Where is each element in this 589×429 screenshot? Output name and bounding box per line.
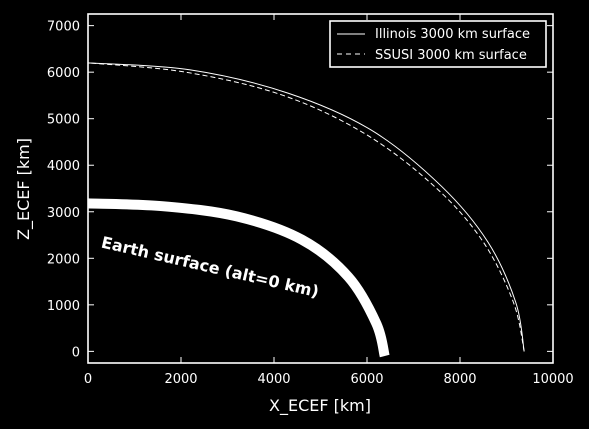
legend-label-illinois: Illinois 3000 km surface [375, 27, 530, 42]
y-tick-label: 1000 [47, 299, 80, 314]
y-tick-label: 0 [72, 345, 80, 360]
x-tick-label: 6000 [350, 372, 383, 387]
x-tick-label: 10000 [532, 372, 573, 387]
y-tick-label: 5000 [47, 113, 80, 128]
y-tick-label: 7000 [47, 20, 80, 35]
y-tick-label: 4000 [47, 159, 80, 174]
y-tick-label: 2000 [47, 252, 80, 267]
x-tick-label: 2000 [164, 372, 197, 387]
y-tick-label: 3000 [47, 206, 80, 221]
x-tick-label: 8000 [443, 372, 476, 387]
series-lines [87, 62, 525, 358]
legend: Illinois 3000 km surface SSUSI 3000 km s… [329, 20, 547, 68]
series-line-1 [87, 62, 525, 352]
legend-box [329, 20, 547, 68]
y-tick-label: 6000 [47, 66, 80, 81]
axis-ticks: 0 2000 4000 6000 8000 10000 0 1000 2000 3000 4000 5… [47, 14, 574, 387]
series-line-2 [87, 198, 390, 358]
x-tick-label: 4000 [257, 372, 290, 387]
plot-frame [87, 13, 554, 364]
series-line-0 [87, 62, 525, 352]
x-tick-label: 0 [84, 372, 92, 387]
x-axis-label: X_ECEF [km] [269, 396, 371, 416]
y-axis-label: Z_ECEF [km] [14, 138, 34, 240]
legend-label-ssusi: SSUSI 3000 km surface [375, 48, 527, 63]
